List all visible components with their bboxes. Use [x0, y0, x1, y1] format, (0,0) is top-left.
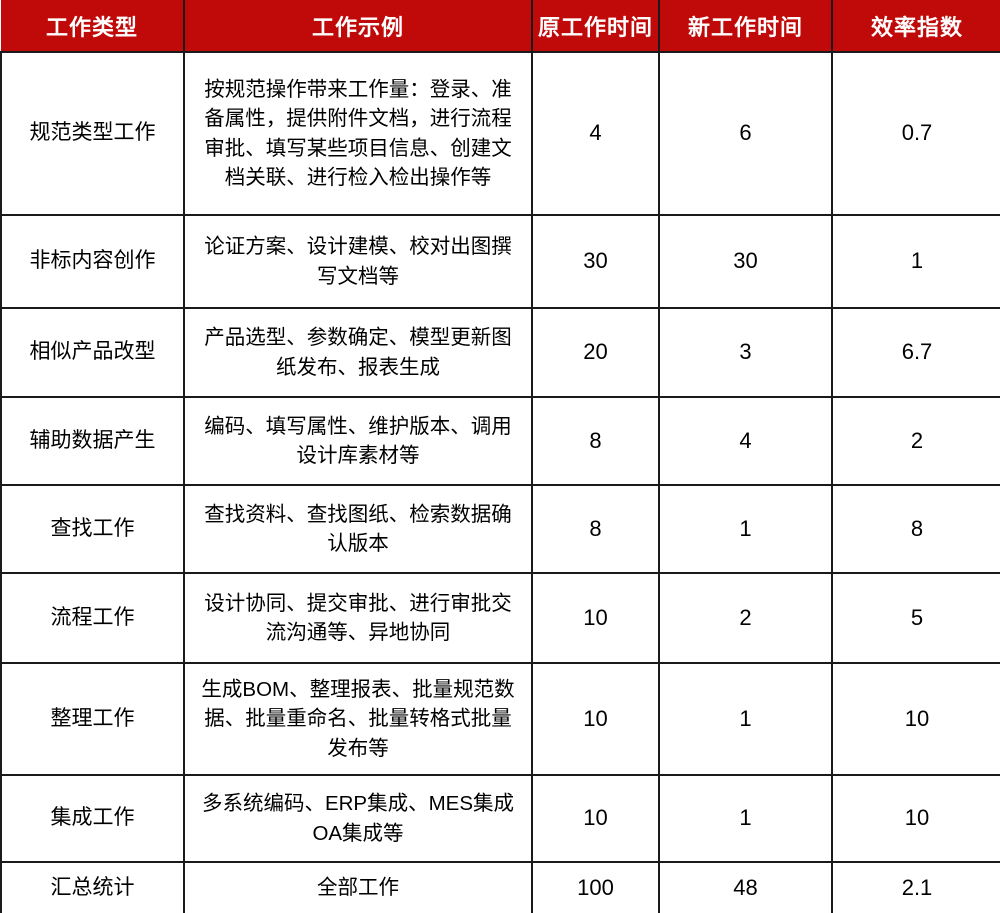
- cell-new-work-time: 3: [659, 308, 833, 398]
- cell-work-type: 查找工作: [0, 485, 185, 574]
- column-header-work-type: 工作类型: [1, 0, 185, 53]
- cell-work-example: 论证方案、设计建模、校对出图撰写文档等: [184, 215, 533, 309]
- cell-old-work-time: 10: [532, 663, 660, 776]
- table-row: 集成工作 多系统编码、ERP集成、MES集成OA集成等 10 1 10: [0, 775, 1000, 863]
- cell-efficiency-index: 10: [832, 775, 1000, 863]
- table-row: 非标内容创作 论证方案、设计建模、校对出图撰写文档等 30 30 1: [0, 215, 1000, 309]
- column-header-new-work-time: 新工作时间: [659, 0, 833, 53]
- cell-work-type: 流程工作: [0, 573, 185, 664]
- cell-work-example: 全部工作: [184, 862, 533, 913]
- cell-new-work-time: 4: [659, 397, 833, 486]
- cell-new-work-time: 2: [659, 573, 833, 664]
- cell-work-example: 设计协同、提交审批、进行审批交流沟通等、异地协同: [184, 573, 533, 664]
- table-row: 流程工作 设计协同、提交审批、进行审批交流沟通等、异地协同 10 2 5: [0, 573, 1000, 664]
- cell-work-type: 规范类型工作: [0, 52, 185, 216]
- cell-efficiency-index: 2.1: [832, 862, 1000, 913]
- cell-work-example: 按规范操作带来工作量：登录、准备属性，提供附件文档，进行流程审批、填写某些项目信…: [184, 52, 533, 216]
- cell-efficiency-index: 1: [832, 215, 1000, 309]
- cell-new-work-time: 1: [659, 775, 833, 863]
- cell-efficiency-index: 2: [832, 397, 1000, 486]
- header-row: 工作类型 工作示例 原工作时间 新工作时间 效率指数: [1, 0, 1000, 53]
- cell-new-work-time: 6: [659, 52, 833, 216]
- cell-efficiency-index: 10: [832, 663, 1000, 776]
- cell-new-work-time: 1: [659, 663, 833, 776]
- cell-work-example: 多系统编码、ERP集成、MES集成OA集成等: [184, 775, 533, 863]
- cell-work-type: 非标内容创作: [0, 215, 185, 309]
- column-header-old-work-time: 原工作时间: [532, 0, 660, 53]
- table-row: 规范类型工作 按规范操作带来工作量：登录、准备属性，提供附件文档，进行流程审批、…: [0, 52, 1000, 216]
- table-row: 整理工作 生成BOM、整理报表、批量规范数据、批量重命名、批量转格式批量发布等 …: [0, 663, 1000, 776]
- cell-work-example: 生成BOM、整理报表、批量规范数据、批量重命名、批量转格式批量发布等: [184, 663, 533, 776]
- cell-work-example: 产品选型、参数确定、模型更新图纸发布、报表生成: [184, 308, 533, 398]
- cell-new-work-time: 1: [659, 485, 833, 574]
- cell-old-work-time: 30: [532, 215, 660, 309]
- table-header: 工作类型 工作示例 原工作时间 新工作时间 效率指数: [1, 0, 1000, 53]
- cell-efficiency-index: 8: [832, 485, 1000, 574]
- cell-work-type: 整理工作: [0, 663, 185, 776]
- cell-old-work-time: 20: [532, 308, 660, 398]
- table-row: 相似产品改型 产品选型、参数确定、模型更新图纸发布、报表生成 20 3 6.7: [0, 308, 1000, 398]
- cell-work-type: 集成工作: [0, 775, 185, 863]
- cell-old-work-time: 10: [532, 573, 660, 664]
- cell-efficiency-index: 6.7: [832, 308, 1000, 398]
- cell-efficiency-index: 5: [832, 573, 1000, 664]
- cell-old-work-time: 8: [532, 485, 660, 574]
- cell-work-example: 查找资料、查找图纸、检索数据确认版本: [184, 485, 533, 574]
- cell-old-work-time: 100: [532, 862, 660, 913]
- table-row: 查找工作 查找资料、查找图纸、检索数据确认版本 8 1 8: [0, 485, 1000, 574]
- cell-work-type: 相似产品改型: [0, 308, 185, 398]
- cell-work-type: 辅助数据产生: [0, 397, 185, 486]
- cell-work-example: 编码、填写属性、维护版本、调用设计库素材等: [184, 397, 533, 486]
- cell-old-work-time: 4: [532, 52, 660, 216]
- cell-new-work-time: 30: [659, 215, 833, 309]
- cell-efficiency-index: 0.7: [832, 52, 1000, 216]
- table-row: 辅助数据产生 编码、填写属性、维护版本、调用设计库素材等 8 4 2: [0, 397, 1000, 486]
- table-body: 规范类型工作 按规范操作带来工作量：登录、准备属性，提供附件文档，进行流程审批、…: [0, 52, 1000, 913]
- cell-old-work-time: 8: [532, 397, 660, 486]
- column-header-work-example: 工作示例: [184, 0, 533, 53]
- cell-old-work-time: 10: [532, 775, 660, 863]
- cell-work-type: 汇总统计: [0, 862, 185, 913]
- column-header-efficiency-index: 效率指数: [832, 0, 1000, 53]
- cell-new-work-time: 48: [659, 862, 833, 913]
- table-row-summary: 汇总统计 全部工作 100 48 2.1: [0, 862, 1000, 913]
